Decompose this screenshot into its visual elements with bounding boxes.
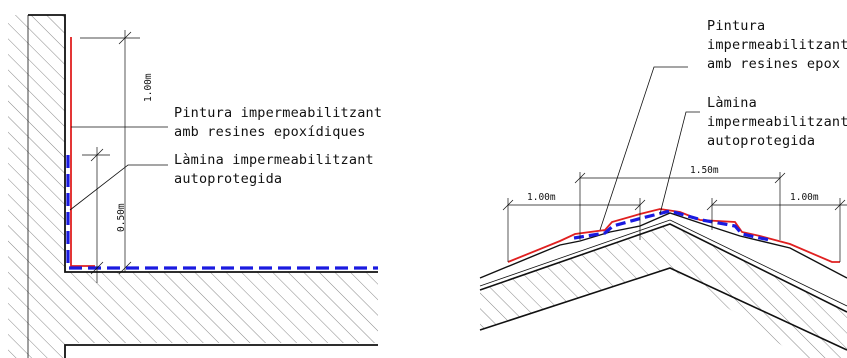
ridge-top-surface	[479, 212, 847, 279]
dimensions	[502, 172, 847, 262]
right-detail: 1.00m 1.50m 1.00m Pintura impermeabilitz…	[479, 18, 847, 358]
ridge-layer-line	[669, 219, 847, 307]
dim-label-right: 1.00m	[790, 192, 819, 203]
dim-label-center: 1.50m	[690, 165, 719, 176]
dim-label-paint-height: 1.00m	[143, 73, 154, 102]
leader-membrane	[659, 111, 700, 215]
left-detail: 1.00m 0.50m Pintura impermeabilitzant am…	[8, 14, 391, 358]
dimension-membrane-height	[82, 147, 110, 283]
wall-outline	[28, 14, 378, 273]
dim-label-membrane-height: 0.50m	[116, 203, 127, 232]
label-membrane: Làmina impermeabilitzant autoprotegida	[707, 95, 847, 149]
epoxy-paint-line	[507, 208, 840, 263]
ridge-slab-top	[479, 223, 847, 313]
lower-slab-outline	[64, 344, 378, 358]
ridge-layer-line	[479, 219, 671, 287]
ridge-slab-section	[480, 224, 847, 358]
dim-label-left: 1.00m	[527, 192, 556, 203]
label-paint: Pintura impermeabilitzant amb resines ep…	[174, 105, 391, 140]
membrane-line	[573, 209, 771, 242]
epoxy-paint-line	[70, 37, 95, 267]
label-paint: Pintura impermeabilitzant amb resines ep…	[707, 18, 847, 72]
ridge-slab-bottom	[479, 267, 847, 351]
label-membrane: Làmina impermeabilitzant autoprotegida	[174, 152, 382, 187]
leader-paint	[599, 66, 688, 231]
leader-membrane	[69, 164, 168, 211]
dimension-paint-height	[80, 30, 140, 275]
